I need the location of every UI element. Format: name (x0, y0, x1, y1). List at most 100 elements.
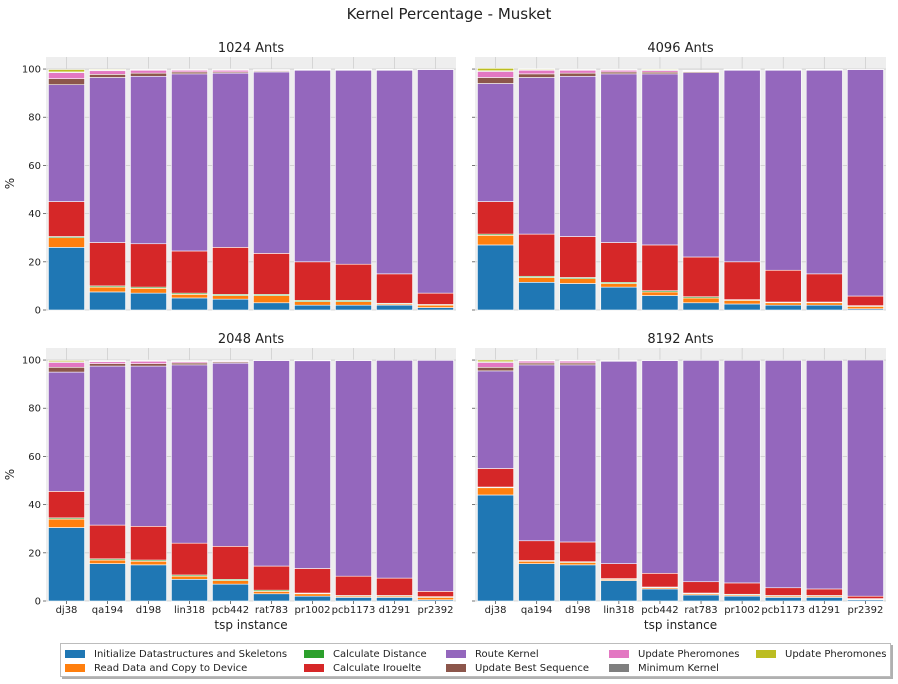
legend-item-read-data: Read Data and Copy to Device (65, 661, 247, 675)
bar-segment-qa194-s3 (518, 540, 556, 561)
bar-segment-dj38-s6 (477, 362, 514, 368)
bar-segment-dj38-s4 (477, 370, 514, 469)
bar-segment-pr1002-s0 (723, 595, 761, 602)
bar-segment-pr1002-s1 (723, 300, 761, 305)
bar-segment-pcb442-s8 (641, 68, 679, 71)
bar-segment-dj38-s8 (48, 360, 85, 363)
bar-segment-dj38-s5 (477, 366, 514, 372)
bar-segment-d198-s4 (559, 75, 597, 237)
bar-segment-pr1002-s4 (723, 359, 761, 584)
x-tick-label: qa194 (521, 605, 553, 616)
bar-segment-qa194-s3 (89, 242, 126, 287)
legend-label: Initialize Datastructures and Skeletons (94, 648, 288, 660)
bar-segment-pcb1173-s1 (764, 302, 802, 306)
legend-item-calc-irouelte: Calculate Irouelte (304, 661, 421, 675)
x-tick-label: qa194 (92, 605, 124, 616)
bar-segment-d198-s4 (130, 365, 167, 527)
bar-segment-qa194-s8 (89, 68, 126, 71)
bar-segment-d1291-s0 (376, 304, 413, 311)
x-tick-label: pcb442 (641, 605, 678, 616)
bar-segment-qa194-s4 (89, 77, 126, 243)
bar-segment-rat783-s1 (253, 591, 290, 595)
legend-label: Update Pheromones (785, 648, 887, 660)
bar-segment-d198-s0 (559, 564, 597, 602)
bar-segment-d1291-s4 (805, 69, 843, 275)
bar-segment-d198-s6 (130, 69, 167, 74)
bar-segment-dj38-s3 (477, 201, 514, 235)
bar-segment-d198-s5 (559, 72, 597, 77)
bar-segment-qa194-s0 (89, 291, 126, 311)
bar-segment-d1291-s0 (376, 597, 413, 602)
bar-segment-d198-s4 (130, 75, 167, 245)
bar-segment-lin318-s0 (171, 297, 208, 311)
bar-segment-pcb442-s3 (212, 546, 249, 580)
bar-segment-qa194-s5 (89, 74, 126, 78)
bar-segment-dj38-s5 (477, 77, 514, 84)
bar-segment-pr1002-s4 (294, 69, 331, 263)
bar-segment-pcb1173-s1 (335, 301, 372, 306)
bar-segment-dj38-s3 (477, 468, 514, 488)
bar-segment-d198-s6 (559, 69, 597, 74)
bar-segment-pcb442-s3 (641, 572, 679, 588)
bar-segment-pcb442-s1 (212, 580, 249, 585)
bar-segment-dj38-s1 (48, 237, 85, 248)
legend-item-update-pheromones-2: Update Pheromones (756, 647, 886, 661)
legend-item-best-sequence: Update Best Sequence (446, 661, 589, 675)
bar-segment-qa194-s6 (89, 70, 126, 75)
bar-segment-qa194-s3 (518, 233, 556, 277)
bar-segment-qa194-s1 (89, 286, 126, 293)
bar-segment-lin318-s0 (171, 579, 208, 602)
bar-segment-pr1002-s3 (294, 568, 331, 594)
legend-item-calc-distance: Calculate Distance (304, 647, 427, 661)
bar-segment-pr2392-s3 (847, 595, 884, 599)
legend-swatch (446, 664, 466, 672)
bar-segment-dj38-s1 (48, 518, 85, 528)
bar-segment-d198-s5 (130, 72, 167, 77)
bar-segment-pr1002-s1 (294, 593, 331, 597)
x-axis-label: tsp instance (644, 618, 717, 632)
x-tick-label: pcb1173 (332, 605, 376, 616)
legend-label: Calculate Distance (333, 648, 427, 660)
bar-segment-lin318-s4 (171, 73, 208, 252)
subplot-title: 8192 Ants (647, 332, 713, 347)
x-tick-label: rat783 (255, 605, 288, 616)
bar-segment-pr1002-s0 (723, 303, 761, 311)
bar-segment-dj38-s3 (48, 491, 85, 519)
y-axis-label: % (3, 469, 17, 480)
y-tick-label: 60 (28, 161, 41, 172)
bar-segment-d198-s3 (130, 526, 167, 561)
bar-segment-rat783-s0 (682, 594, 720, 602)
bar-segment-d198-s0 (130, 564, 167, 602)
bar-segment-rat783-s0 (253, 302, 290, 311)
bar-segment-dj38-s6 (477, 71, 514, 78)
bar-segment-pcb442-s1 (641, 291, 679, 296)
bar-segment-pr2392-s3 (847, 295, 884, 306)
legend-item-route-kernel: Route Kernel (446, 647, 539, 661)
y-tick-label: 20 (28, 548, 41, 559)
y-tick-label: 80 (28, 113, 41, 124)
x-tick-label: d198 (565, 605, 590, 616)
bar-segment-pr2392-s4 (417, 69, 454, 294)
subplot-title: 2048 Ants (218, 332, 284, 347)
bar-segment-rat783-s4 (253, 360, 290, 567)
bar-segment-d198-s0 (559, 283, 597, 311)
bar-segment-pcb442-s0 (641, 588, 679, 602)
bar-segment-d1291-s0 (805, 304, 843, 311)
legend-swatch (609, 664, 629, 672)
legend-label: Read Data and Copy to Device (94, 662, 248, 674)
bar-segment-d1291-s3 (376, 577, 413, 596)
bar-segment-lin318-s4 (600, 73, 638, 243)
chart-panel-1: 0 20 40 60 80 100 1024 Ants% (3, 41, 456, 317)
bar-segment-d1291-s3 (376, 273, 413, 304)
bar-segment-pr1002-s3 (294, 261, 331, 301)
bar-segment-pr2392-s3 (417, 591, 454, 597)
bar-segment-d198-s6 (130, 360, 167, 364)
bar-segment-dj38-s6 (48, 72, 85, 79)
bar-segment-pr1002-s4 (294, 360, 331, 569)
bar-segment-lin318-s1 (171, 575, 208, 580)
bar-segment-d1291-s4 (376, 69, 413, 275)
legend-swatch (446, 650, 466, 658)
y-tick-label: 80 (28, 404, 41, 415)
y-tick-label: 20 (28, 257, 41, 268)
